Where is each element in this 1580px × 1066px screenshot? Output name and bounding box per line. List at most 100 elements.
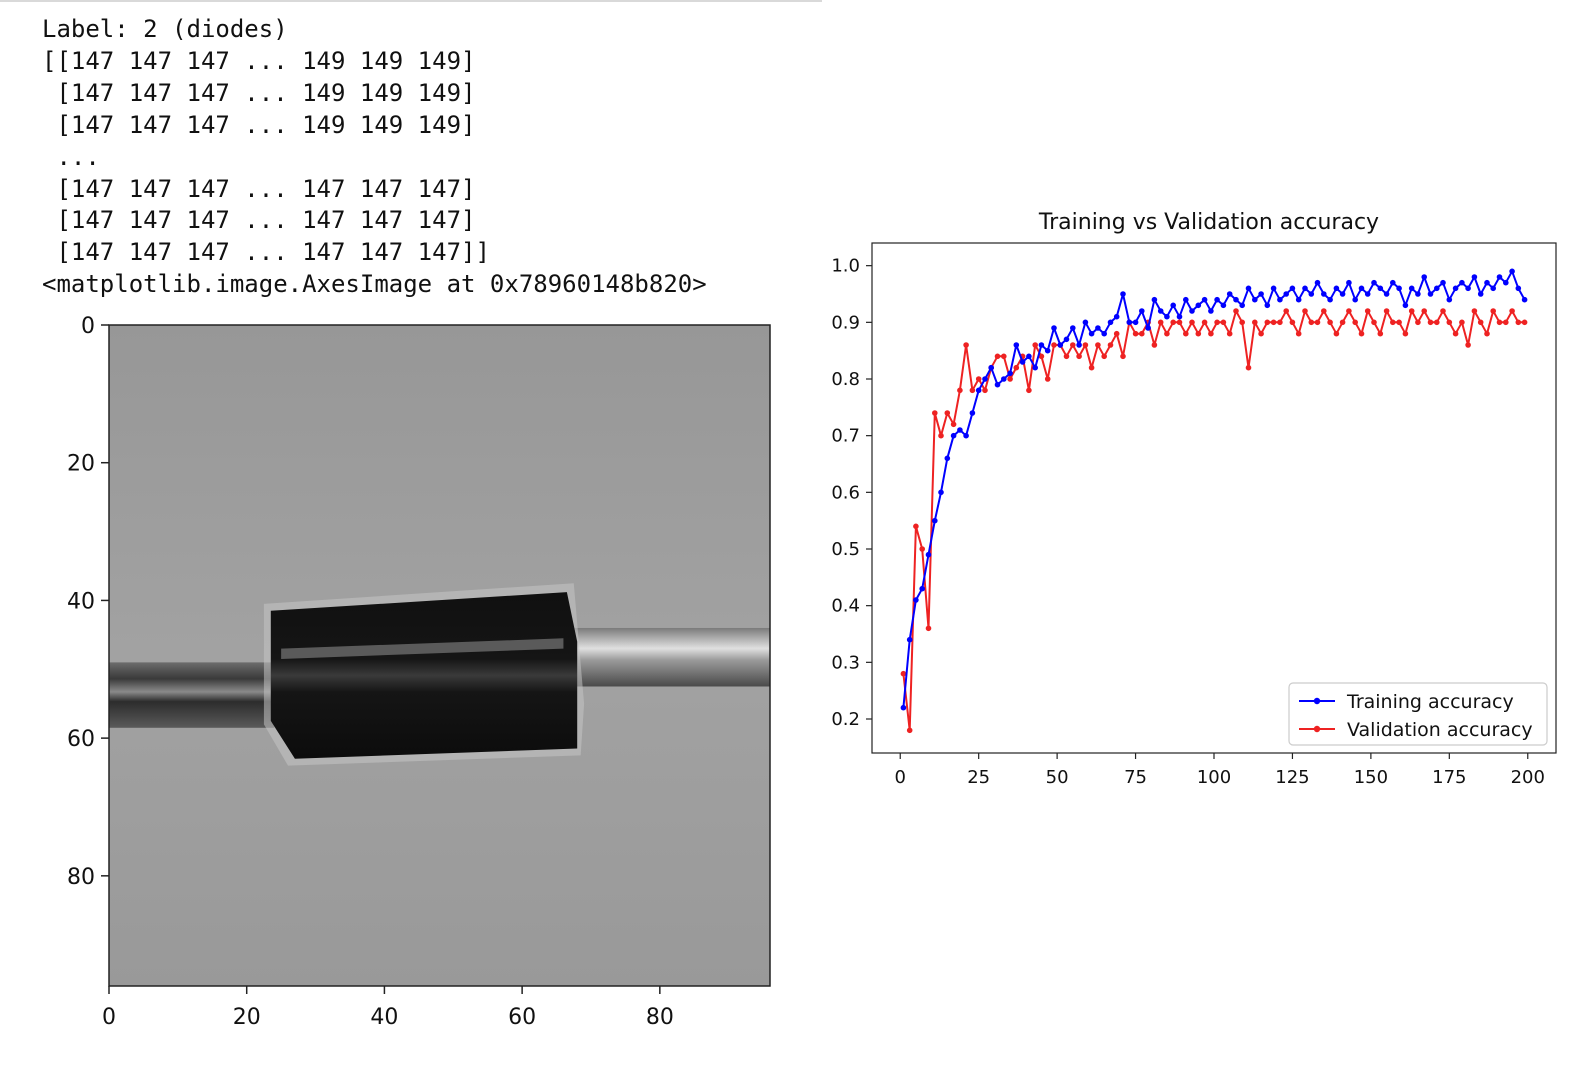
validation-point xyxy=(1503,319,1509,326)
validation-point xyxy=(1057,342,1064,348)
image-xtick-label: 0 xyxy=(102,1005,116,1030)
validation-point xyxy=(1126,319,1133,326)
validation-point xyxy=(1070,342,1076,348)
chart-xtick-label: 100 xyxy=(1197,767,1231,788)
training-point xyxy=(1364,291,1371,297)
validation-point xyxy=(1289,319,1296,326)
validation-point xyxy=(1302,308,1308,314)
training-point xyxy=(1283,291,1289,297)
training-point xyxy=(957,427,963,433)
training-point xyxy=(1415,291,1421,297)
training-point xyxy=(1252,296,1258,303)
validation-point xyxy=(1044,376,1051,382)
validation-point xyxy=(1496,319,1503,326)
validation-point xyxy=(1051,342,1057,348)
validation-point xyxy=(1208,330,1214,337)
left-lead xyxy=(109,662,275,728)
validation-point xyxy=(1088,364,1095,371)
validation-point xyxy=(913,523,919,530)
validation-point xyxy=(1509,308,1515,314)
training-point xyxy=(950,432,957,439)
training-point xyxy=(1007,370,1013,377)
image-ytick-label: 0 xyxy=(81,314,95,339)
validation-point xyxy=(938,432,944,439)
validation-point xyxy=(1170,319,1176,326)
training-point xyxy=(975,387,982,394)
training-point xyxy=(1057,342,1064,348)
validation-point xyxy=(982,387,988,394)
chart-xtick-label: 50 xyxy=(1046,767,1069,788)
validation-point xyxy=(1214,319,1220,326)
training-point xyxy=(1233,296,1239,303)
validation-point xyxy=(1390,319,1396,326)
validation-point xyxy=(1490,308,1496,314)
validation-point xyxy=(1434,319,1440,326)
validation-point xyxy=(1189,319,1195,326)
validation-point xyxy=(1132,330,1139,337)
training-point xyxy=(1088,330,1095,337)
output-line: [[147 147 147 ... 149 149 149] xyxy=(42,46,476,75)
validation-point xyxy=(1082,342,1089,348)
training-point xyxy=(1471,274,1478,280)
training-point xyxy=(1095,325,1101,331)
training-point xyxy=(1295,296,1302,303)
training-point xyxy=(1452,285,1459,292)
validation-point xyxy=(1408,308,1415,314)
training-point xyxy=(1126,319,1133,326)
validation-point xyxy=(1201,319,1208,326)
training-point xyxy=(1346,279,1352,286)
training-point xyxy=(1503,279,1509,286)
validation-point xyxy=(1327,319,1333,326)
image-ytick-label: 60 xyxy=(67,727,95,752)
training-point xyxy=(963,432,969,439)
validation-point xyxy=(1371,319,1377,326)
validation-point xyxy=(1176,319,1183,326)
training-point xyxy=(1515,285,1522,292)
chart-ytick-label: 0.8 xyxy=(831,369,860,390)
validation-point xyxy=(1258,330,1264,337)
validation-point xyxy=(1183,330,1189,337)
output-line: [147 147 147 ... 149 149 149] xyxy=(42,110,476,139)
training-point xyxy=(906,636,913,643)
training-point xyxy=(1434,285,1440,292)
validation-point xyxy=(1465,342,1471,348)
training-point xyxy=(1371,279,1377,286)
validation-point xyxy=(1101,353,1107,360)
training-point xyxy=(1208,308,1214,314)
validation-point xyxy=(1440,308,1446,314)
training-point xyxy=(1358,285,1365,292)
training-point xyxy=(982,376,988,382)
training-point xyxy=(1396,285,1402,292)
training-point xyxy=(1070,325,1076,331)
validation-point xyxy=(1477,319,1484,326)
validation-point xyxy=(1107,342,1114,348)
validation-point xyxy=(1515,319,1522,326)
validation-point xyxy=(988,364,994,371)
right-lead xyxy=(570,627,770,687)
chart-ytick-label: 1.0 xyxy=(831,256,860,277)
training-point xyxy=(1477,291,1484,297)
validation-point xyxy=(1252,319,1258,326)
training-point xyxy=(1314,279,1321,286)
training-point xyxy=(1484,279,1490,286)
chart-plot-area xyxy=(871,242,1557,754)
validation-point xyxy=(1358,330,1365,337)
validation-point xyxy=(1026,387,1032,394)
training-point xyxy=(1459,279,1465,286)
training-point xyxy=(1258,291,1264,297)
validation-point xyxy=(1063,353,1070,360)
validation-point xyxy=(1076,353,1082,360)
legend-swatch-marker xyxy=(1313,725,1321,733)
training-point xyxy=(1044,347,1051,354)
training-point xyxy=(1277,296,1283,303)
validation-point xyxy=(1032,342,1038,348)
validation-point xyxy=(919,546,925,552)
validation-point xyxy=(1452,330,1459,337)
series-line-training xyxy=(902,270,1526,708)
training-point xyxy=(1383,291,1390,297)
chart-xtick-label: 175 xyxy=(1432,767,1466,788)
image-frame xyxy=(108,324,771,987)
chart-ytick-label: 0.5 xyxy=(831,539,860,560)
validation-point xyxy=(1377,330,1384,337)
chart-xtick-label: 125 xyxy=(1275,767,1309,788)
